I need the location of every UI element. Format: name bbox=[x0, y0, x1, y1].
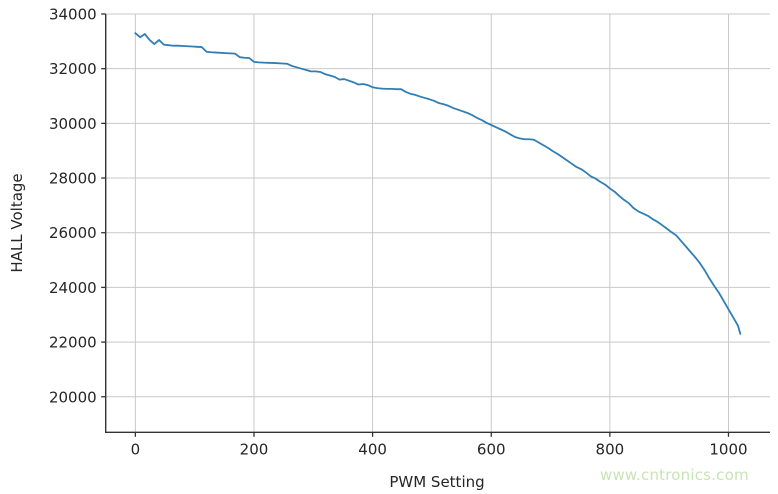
y-tick-labels: 20000 22000 24000 26000 28000 30000 32000 34000 bbox=[49, 6, 97, 407]
x-axis-title: PWM Setting bbox=[389, 473, 484, 491]
y-tick-label: 26000 bbox=[49, 224, 97, 242]
y-axis-title: HALL Voltage bbox=[8, 173, 26, 272]
data-series-line bbox=[134, 32, 742, 335]
x-tick-label: 600 bbox=[477, 440, 506, 458]
y-tick-label: 22000 bbox=[49, 334, 97, 352]
grid-lines bbox=[105, 13, 770, 433]
y-tick-label: 30000 bbox=[49, 115, 97, 133]
x-tick-label: 1000 bbox=[709, 440, 747, 458]
site-watermark: www.cntronics.com bbox=[600, 466, 749, 484]
x-tick-label: 800 bbox=[596, 440, 625, 458]
y-tick-label: 34000 bbox=[49, 6, 97, 24]
y-tick-label: 32000 bbox=[49, 60, 97, 78]
tick-marks bbox=[101, 13, 730, 437]
x-tick-labels: 0 200 400 600 800 1000 bbox=[131, 440, 748, 458]
y-tick-label: 24000 bbox=[49, 279, 97, 297]
plot-background bbox=[105, 14, 770, 433]
plot-spines bbox=[104, 14, 770, 433]
y-tick-label: 28000 bbox=[49, 170, 97, 188]
x-tick-label: 200 bbox=[240, 440, 269, 458]
y-tick-label: 20000 bbox=[49, 388, 97, 406]
x-tick-label: 400 bbox=[358, 440, 387, 458]
x-tick-label: 0 bbox=[131, 440, 141, 458]
